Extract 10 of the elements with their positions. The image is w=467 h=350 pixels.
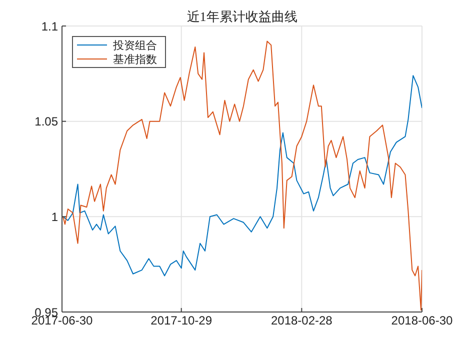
- y-tick-label: 1: [51, 210, 58, 224]
- legend-label: 基准指数: [113, 52, 157, 66]
- chart-title: 近1年累计收益曲线: [186, 8, 298, 26]
- y-tick-label: 1.05: [34, 114, 58, 129]
- y-tick-label: 1.1: [41, 19, 58, 34]
- legend-label: 投资组合: [113, 38, 157, 52]
- x-tick-label: 2018-02-28: [270, 314, 333, 328]
- x-tick-label: 2018-06-30: [391, 314, 454, 328]
- x-tick-label: 2017-10-29: [150, 314, 212, 328]
- line-series: [62, 75, 422, 276]
